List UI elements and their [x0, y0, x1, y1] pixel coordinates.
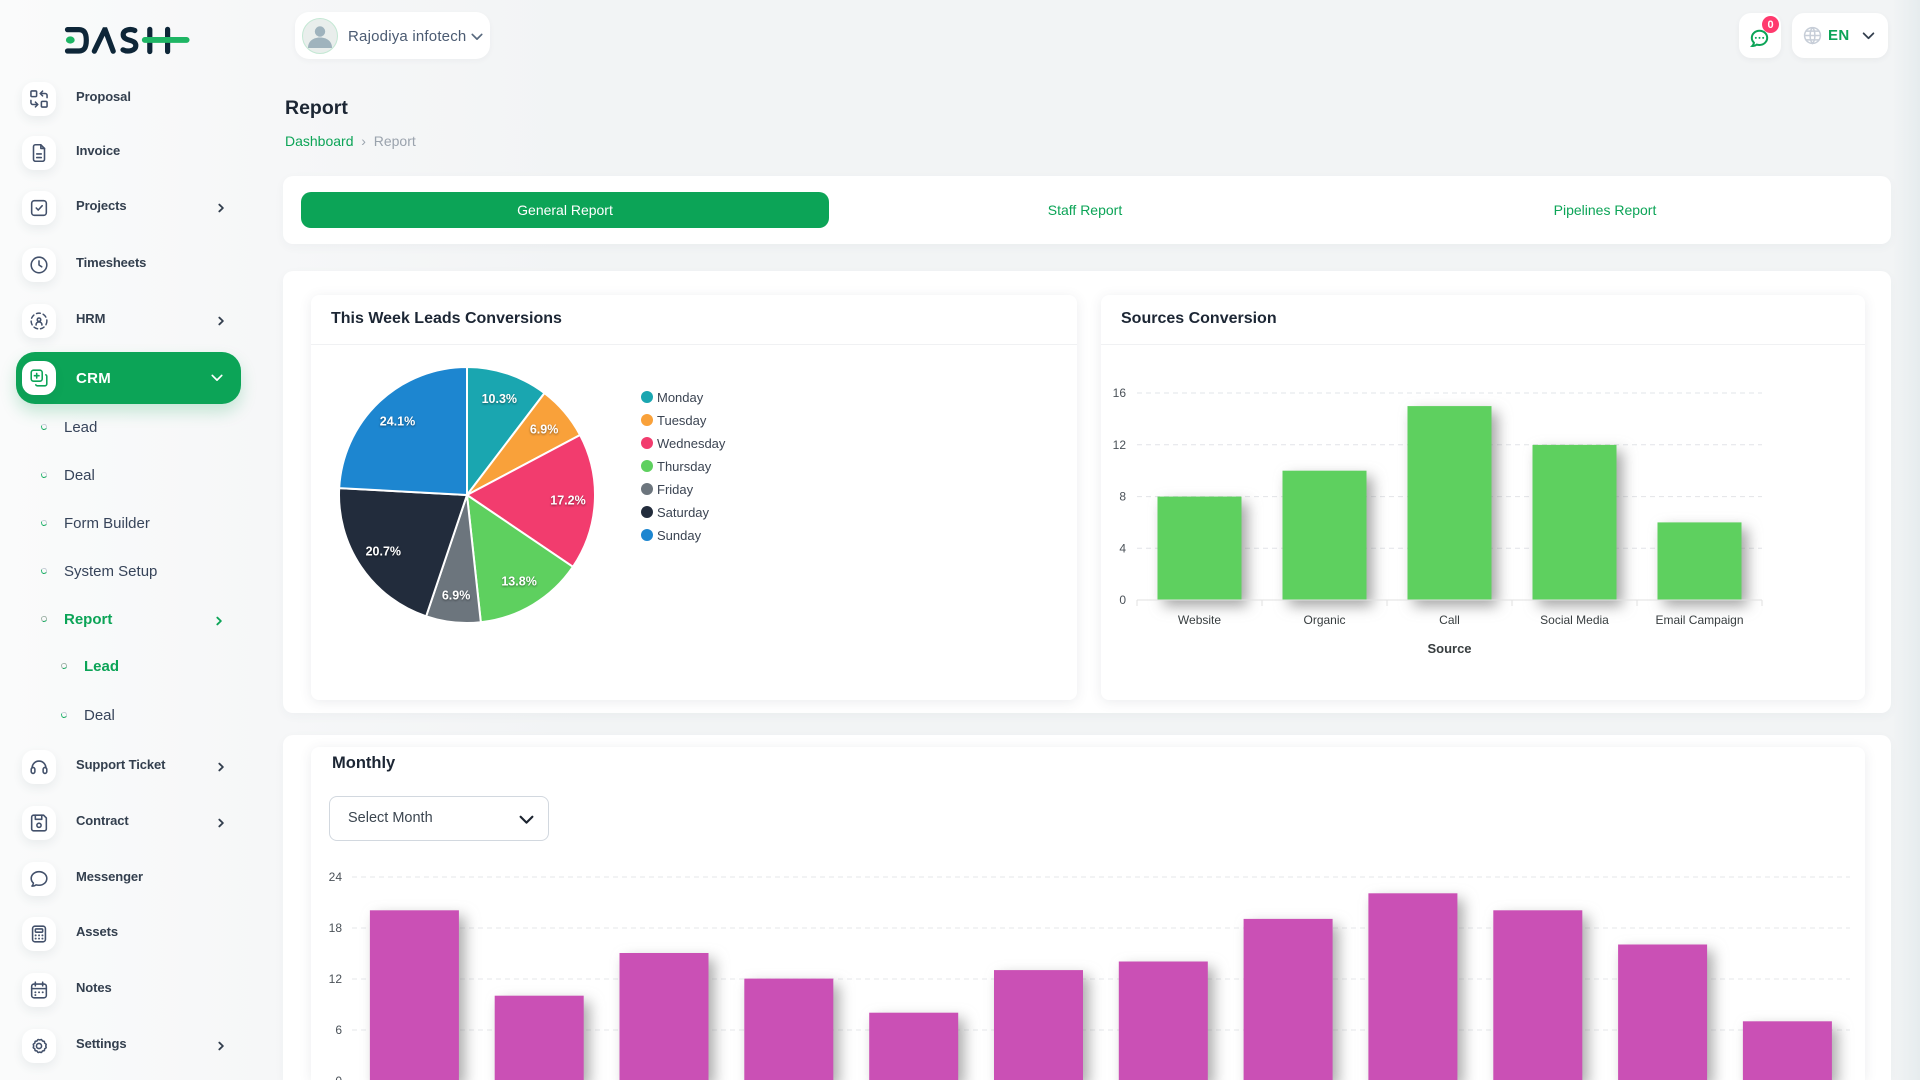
svg-text:Tuesday: Tuesday	[657, 413, 707, 428]
svg-text:4: 4	[1119, 541, 1126, 555]
svg-text:Wednesday: Wednesday	[657, 436, 726, 451]
svg-text:12: 12	[329, 972, 343, 986]
svg-text:Saturday: Saturday	[657, 505, 710, 520]
svg-text:Social Media: Social Media	[1540, 613, 1609, 627]
svg-text:6.9%: 6.9%	[530, 423, 559, 437]
svg-text:13.8%: 13.8%	[501, 575, 536, 589]
svg-text:17.2%: 17.2%	[550, 494, 585, 508]
svg-text:6.9%: 6.9%	[442, 589, 471, 603]
svg-text:24.1%: 24.1%	[380, 415, 415, 429]
svg-text:12: 12	[1113, 438, 1127, 452]
svg-text:20.7%: 20.7%	[366, 545, 401, 559]
svg-text:8: 8	[1119, 490, 1126, 504]
svg-text:Website: Website	[1178, 613, 1221, 627]
svg-text:0: 0	[335, 1074, 342, 1080]
svg-text:16: 16	[1113, 386, 1127, 400]
svg-text:Sunday: Sunday	[657, 528, 702, 543]
svg-text:Source: Source	[1427, 641, 1471, 656]
svg-text:18: 18	[329, 921, 343, 935]
svg-text:Organic: Organic	[1303, 613, 1345, 627]
svg-text:Thursday: Thursday	[657, 459, 712, 474]
svg-text:24: 24	[329, 870, 343, 884]
svg-text:Call: Call	[1439, 613, 1460, 627]
svg-text:Email Campaign: Email Campaign	[1655, 613, 1743, 627]
svg-text:6: 6	[335, 1023, 342, 1037]
svg-text:10.3%: 10.3%	[482, 392, 517, 406]
svg-text:Monday: Monday	[657, 390, 704, 405]
svg-text:0: 0	[1119, 593, 1126, 607]
svg-text:Friday: Friday	[657, 482, 694, 497]
